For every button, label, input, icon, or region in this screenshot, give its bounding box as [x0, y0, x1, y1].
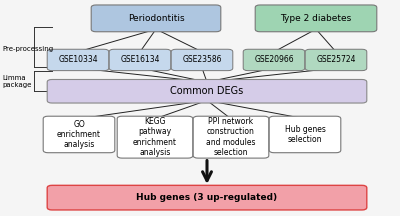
Text: Common DEGs: Common DEGs — [170, 86, 244, 96]
FancyBboxPatch shape — [47, 79, 367, 103]
FancyBboxPatch shape — [43, 116, 115, 153]
Text: Hub genes (3 up-regulated): Hub genes (3 up-regulated) — [136, 193, 278, 202]
FancyBboxPatch shape — [193, 116, 269, 158]
Text: Hub genes
selection: Hub genes selection — [284, 125, 326, 144]
Text: Periodontitis: Periodontitis — [128, 14, 184, 23]
Text: GO
enrichment
analysis: GO enrichment analysis — [57, 120, 101, 149]
FancyBboxPatch shape — [171, 49, 233, 71]
Text: GSE16134: GSE16134 — [120, 56, 160, 64]
FancyBboxPatch shape — [47, 185, 367, 210]
FancyBboxPatch shape — [305, 49, 367, 71]
FancyBboxPatch shape — [243, 49, 305, 71]
Text: GSE10334: GSE10334 — [58, 56, 98, 64]
FancyBboxPatch shape — [47, 49, 109, 71]
Text: GSE20966: GSE20966 — [254, 56, 294, 64]
Text: GSE25724: GSE25724 — [316, 56, 356, 64]
FancyBboxPatch shape — [91, 5, 221, 32]
FancyBboxPatch shape — [117, 116, 193, 158]
FancyBboxPatch shape — [109, 49, 171, 71]
Text: PPI network
construction
and modules
selection: PPI network construction and modules sel… — [206, 117, 256, 157]
Text: Limma
package: Limma package — [2, 75, 31, 87]
Text: Type 2 diabetes: Type 2 diabetes — [280, 14, 352, 23]
Text: Pre-processing: Pre-processing — [2, 46, 53, 52]
FancyBboxPatch shape — [255, 5, 377, 32]
Text: KEGG
pathway
enrichment
analysis: KEGG pathway enrichment analysis — [133, 117, 177, 157]
FancyBboxPatch shape — [269, 116, 341, 153]
Text: GSE23586: GSE23586 — [182, 56, 222, 64]
